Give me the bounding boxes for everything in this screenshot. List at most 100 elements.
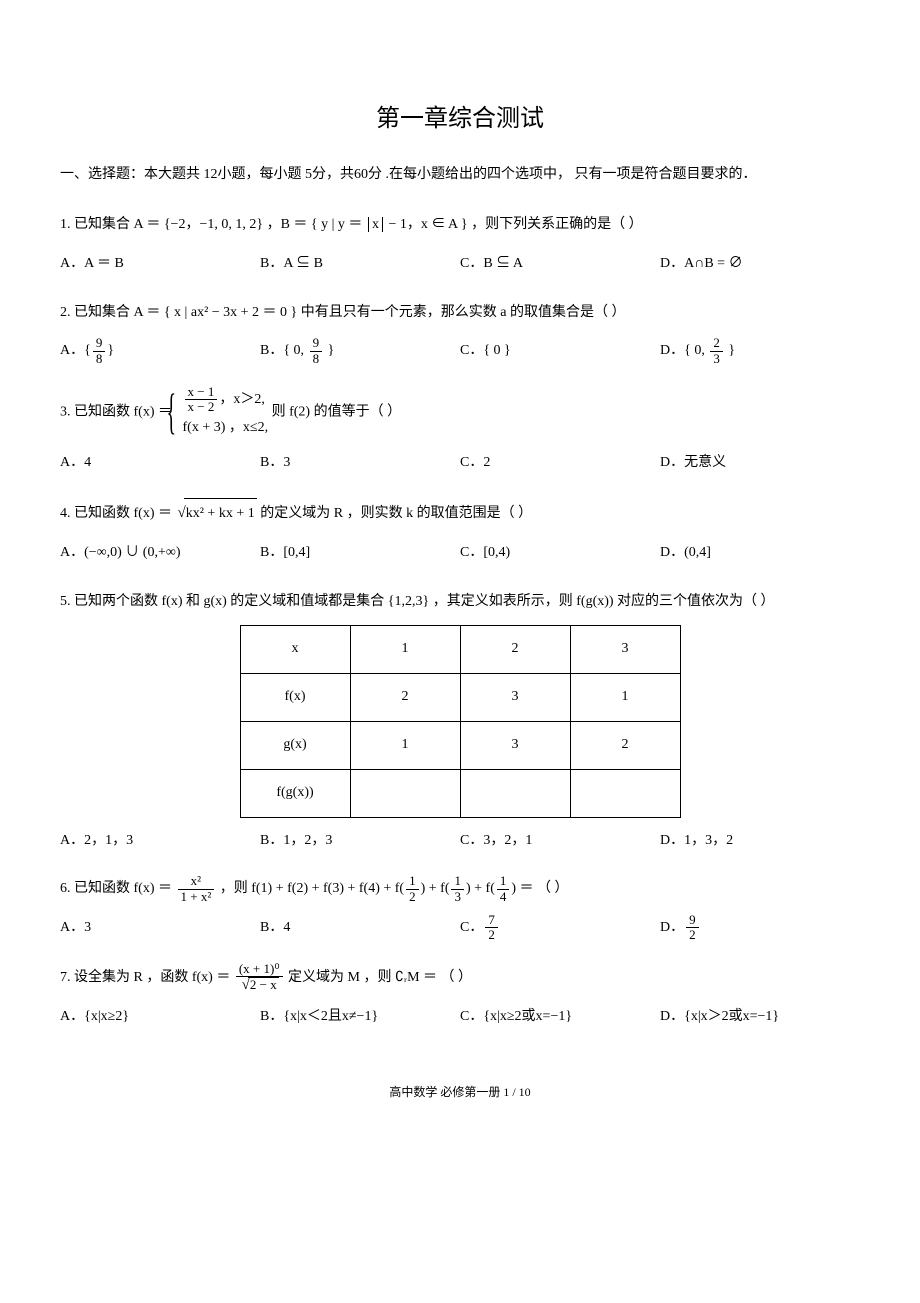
question-3: 3. 已知函数 f(x) ＝ x − 1x − 2，x＞2, f(x + 3) … bbox=[60, 385, 860, 479]
q2-stem: 2. 已知集合 A ＝ { x | ax² − 3x + 2 ＝ 0 } 中有且… bbox=[60, 298, 860, 329]
q7-den-rad: 2 − x bbox=[248, 977, 279, 992]
q5-opt-d: D．1，3，2 bbox=[660, 826, 860, 857]
q1-opt-d: D．A∩B = ∅ bbox=[660, 249, 860, 280]
q5-r0c3: 1 bbox=[570, 674, 680, 722]
q2d-num: 2 bbox=[710, 336, 723, 351]
q1-opt-a: A．A ＝ B bbox=[60, 249, 260, 280]
section-intro: 一、选择题：本大题共 12小题，每小题 5分，共60分 .在每小题给出的四个选项… bbox=[60, 158, 860, 192]
q2a-num: 9 bbox=[93, 336, 106, 351]
q5-opt-c: C．3，2，1 bbox=[460, 826, 660, 857]
q6c-den: 2 bbox=[485, 928, 498, 942]
q3-opt-c: C．2 bbox=[460, 448, 660, 479]
sqrt-icon: 2 − x bbox=[240, 977, 279, 994]
q7-num: (x + 1)⁰ bbox=[236, 962, 283, 977]
q6-f2d: 2 bbox=[406, 890, 419, 904]
q6-f4n: 1 bbox=[497, 874, 510, 889]
q2-opt-b: B．{ 0, 98 } bbox=[260, 336, 460, 367]
question-4: 4. 已知函数 f(x) ＝ kx² + kx + 1 的定义域为 R ，则实数… bbox=[60, 497, 860, 569]
q5-r2c3 bbox=[570, 769, 680, 817]
q4-stem-post: 的定义域为 R ，则实数 k 的取值范围是（ ） bbox=[257, 506, 532, 521]
table-row: x 1 2 3 bbox=[240, 626, 680, 674]
q2d-post: } bbox=[725, 343, 735, 358]
abs-x: x bbox=[368, 217, 383, 232]
q6-mid2: ) + f( bbox=[421, 881, 450, 896]
q7-stem-post: 定义域为 M ，则 ∁ᵣM ＝ （ ） bbox=[285, 970, 473, 985]
q2-opt-c: C．{ 0 } bbox=[460, 336, 660, 367]
q7-opt-b: B．{x|x＜2且x≠−1} bbox=[260, 1002, 460, 1033]
q6-mid1: ，则 f(1) + f(2) + f(3) + f(4) + f( bbox=[216, 881, 404, 896]
q6-mid3: ) + f( bbox=[466, 881, 495, 896]
q4-opt-b: B．[0,4] bbox=[260, 538, 460, 569]
q6-opt-c: C．72 bbox=[460, 913, 660, 944]
q5-r1c2: 3 bbox=[460, 721, 570, 769]
q3-r1-cond: ，x＞2, bbox=[219, 392, 265, 407]
q5-r1c3: 2 bbox=[570, 721, 680, 769]
q6d-den: 2 bbox=[686, 928, 699, 942]
q4-opt-a: A．(−∞,0) ∪ (0,+∞) bbox=[60, 538, 260, 569]
q6d-num: 9 bbox=[686, 913, 699, 928]
q6-f3d: 3 bbox=[451, 890, 464, 904]
q2b-num: 9 bbox=[310, 336, 323, 351]
q6-post: ) ＝ （ ） bbox=[511, 881, 568, 896]
q3-opt-a: A．4 bbox=[60, 448, 260, 479]
q5-r1c0: g(x) bbox=[240, 721, 350, 769]
q3-r2: f(x + 3) ，x≤2, bbox=[183, 415, 269, 440]
q5-r2c2 bbox=[460, 769, 570, 817]
q6-opt-d: D．92 bbox=[660, 913, 860, 944]
q3-opt-b: B．3 bbox=[260, 448, 460, 479]
table-row: f(x) 2 3 1 bbox=[240, 674, 680, 722]
q3-stem-pre: 3. 已知函数 f(x) ＝ bbox=[60, 405, 176, 420]
question-6: 6. 已知函数 f(x) ＝ x²1 + x² ，则 f(1) + f(2) +… bbox=[60, 874, 860, 944]
question-5: 5. 已知两个函数 f(x) 和 g(x) 的定义域和值域都是集合 {1,2,3… bbox=[60, 587, 860, 857]
q2d-pre: D．{ 0, bbox=[660, 343, 708, 358]
q5-h0: x bbox=[240, 626, 350, 674]
page-footer: 高中数学 必修第一册 1 / 10 bbox=[60, 1083, 860, 1102]
q3-opt-d: D．无意义 bbox=[660, 448, 860, 479]
q5-h3: 3 bbox=[570, 626, 680, 674]
q2b-den: 8 bbox=[310, 352, 323, 366]
table-row: g(x) 1 3 2 bbox=[240, 721, 680, 769]
q6-opt-a: A．3 bbox=[60, 913, 260, 944]
q7-opt-a: A．{x|x≥2} bbox=[60, 1002, 260, 1033]
q5-r2c1 bbox=[350, 769, 460, 817]
q3-r1-den: x − 2 bbox=[185, 400, 218, 414]
q2a-den: 8 bbox=[93, 352, 106, 366]
q6c-pre: C． bbox=[460, 920, 483, 935]
table-row: f(g(x)) bbox=[240, 769, 680, 817]
q6-f4d: 4 bbox=[497, 890, 510, 904]
q4-rad: kx² + kx + 1 bbox=[184, 498, 257, 530]
q4-opt-c: C．[0,4) bbox=[460, 538, 660, 569]
q5-r0c1: 2 bbox=[350, 674, 460, 722]
q3-stem-post: 则 f(2) 的值等于（ ） bbox=[272, 405, 402, 420]
piecewise-icon: x − 1x − 2，x＞2, f(x + 3) ，x≤2, bbox=[176, 385, 269, 440]
q1-opt-c: C．B ⊆ A bbox=[460, 249, 660, 280]
q5-h1: 1 bbox=[350, 626, 460, 674]
q2b-post: } bbox=[324, 343, 334, 358]
q7-opt-c: C．{x|x≥2或x=−1} bbox=[460, 1002, 660, 1033]
question-2: 2. 已知集合 A ＝ { x | ax² − 3x + 2 ＝ 0 } 中有且… bbox=[60, 298, 860, 368]
q5-opt-a: A．2，1，3 bbox=[60, 826, 260, 857]
q1-opt-b: B．A ⊆ B bbox=[260, 249, 460, 280]
q5-r2c0: f(g(x)) bbox=[240, 769, 350, 817]
q2a-pre: A． bbox=[60, 343, 84, 358]
q5-table: x 1 2 3 f(x) 2 3 1 g(x) 1 3 2 f(g(x)) bbox=[240, 625, 681, 817]
q5-opt-b: B．1，2，3 bbox=[260, 826, 460, 857]
q6-num: x² bbox=[178, 874, 215, 889]
sqrt-icon: kx² + kx + 1 bbox=[176, 497, 257, 530]
q4-opt-d: D．(0,4] bbox=[660, 538, 860, 569]
q6-f3n: 1 bbox=[451, 874, 464, 889]
q2-opt-d: D．{ 0, 23 } bbox=[660, 336, 860, 367]
q5-r1c1: 1 bbox=[350, 721, 460, 769]
q2-opt-a: A．{98} bbox=[60, 336, 260, 367]
q5-stem: 5. 已知两个函数 f(x) 和 g(x) 的定义域和值域都是集合 {1,2,3… bbox=[60, 587, 860, 618]
q6d-pre: D． bbox=[660, 920, 684, 935]
q5-r0c0: f(x) bbox=[240, 674, 350, 722]
q6-opt-b: B．4 bbox=[260, 913, 460, 944]
q6-f2n: 1 bbox=[406, 874, 419, 889]
q2d-den: 3 bbox=[710, 352, 723, 366]
q5-h2: 2 bbox=[460, 626, 570, 674]
q2b-pre: B．{ 0, bbox=[260, 343, 308, 358]
q1-stem-pre: 1. 已知集合 A ＝ {−2，−1, 0, 1, 2} ，B ＝ { y | … bbox=[60, 217, 366, 232]
q6c-num: 7 bbox=[485, 913, 498, 928]
q6-stem-pre: 6. 已知函数 f(x) ＝ bbox=[60, 881, 176, 896]
